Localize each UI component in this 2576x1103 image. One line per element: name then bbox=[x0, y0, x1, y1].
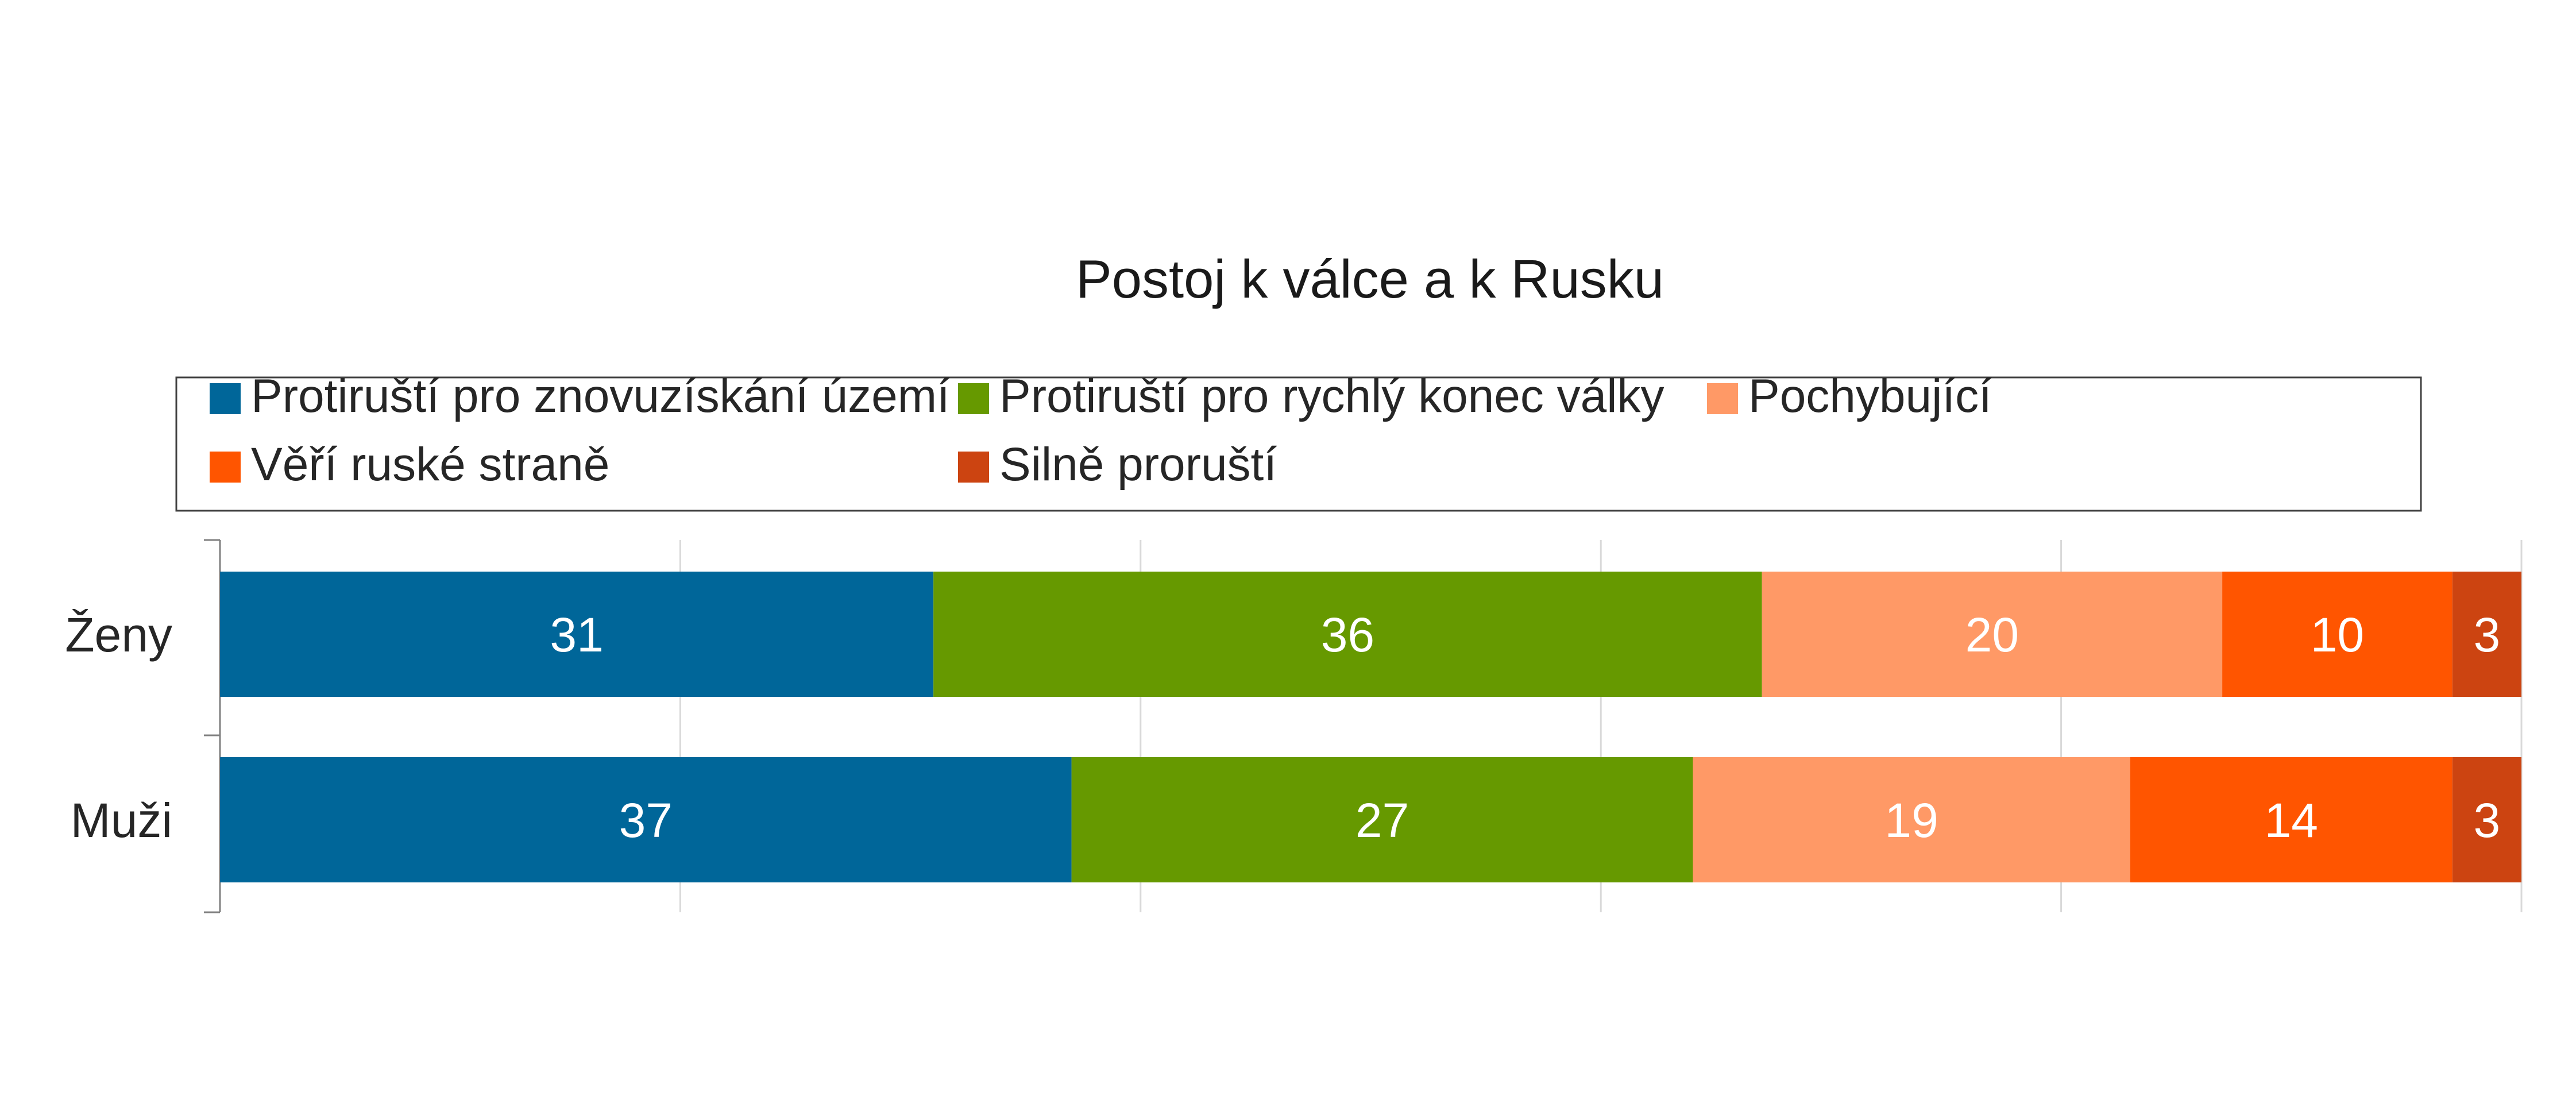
bar-segment bbox=[1693, 757, 2130, 882]
data-label: 10 bbox=[2311, 608, 2364, 662]
data-label: 27 bbox=[1355, 793, 1409, 847]
legend-swatch bbox=[1707, 383, 1738, 414]
category-axis bbox=[204, 539, 221, 913]
data-label: 3 bbox=[2474, 608, 2501, 662]
bar-segment bbox=[220, 572, 934, 697]
legend: Protiruští pro znovuzískání území Protiru… bbox=[210, 370, 1992, 491]
category-labels: Ženy Muži bbox=[65, 608, 172, 847]
bars bbox=[220, 572, 2521, 882]
data-label: 36 bbox=[1321, 608, 1374, 662]
data-label: 14 bbox=[2265, 793, 2318, 847]
bar-segment bbox=[1071, 757, 1693, 882]
data-label: 31 bbox=[550, 608, 603, 662]
bar-segment bbox=[933, 572, 1762, 697]
legend-label: Věří ruské straně bbox=[251, 438, 609, 491]
bar-segment bbox=[2222, 572, 2453, 697]
legend-label: Protiruští pro znovuzískání území bbox=[251, 370, 950, 422]
legend-swatch bbox=[958, 452, 989, 483]
data-label: 19 bbox=[1884, 793, 1938, 847]
legend-swatch bbox=[210, 383, 241, 414]
legend-box bbox=[175, 376, 2422, 512]
legend-swatch bbox=[958, 383, 989, 414]
legend-label: Protiruští pro rychlý konec války bbox=[999, 370, 1664, 422]
value-labels: 31 36 20 10 3 37 27 19 14 3 bbox=[550, 608, 2500, 847]
legend-label: Pochybující bbox=[1748, 370, 1992, 422]
bar-segment bbox=[2452, 757, 2521, 882]
data-label: 3 bbox=[2474, 793, 2501, 847]
legend-swatch bbox=[210, 452, 241, 483]
bar-segment bbox=[1762, 572, 2223, 697]
bar-segment bbox=[220, 757, 1072, 882]
data-label: 37 bbox=[619, 793, 673, 847]
category-label: Muži bbox=[71, 793, 172, 847]
bar-segment bbox=[2130, 757, 2453, 882]
bar-segment bbox=[2452, 572, 2521, 697]
category-label: Ženy bbox=[65, 608, 172, 662]
legend-label: Silně proruští bbox=[999, 438, 1277, 491]
chart-title: Postoj k válce a k Rusku bbox=[1076, 249, 1664, 309]
data-label: 20 bbox=[1965, 608, 2019, 662]
